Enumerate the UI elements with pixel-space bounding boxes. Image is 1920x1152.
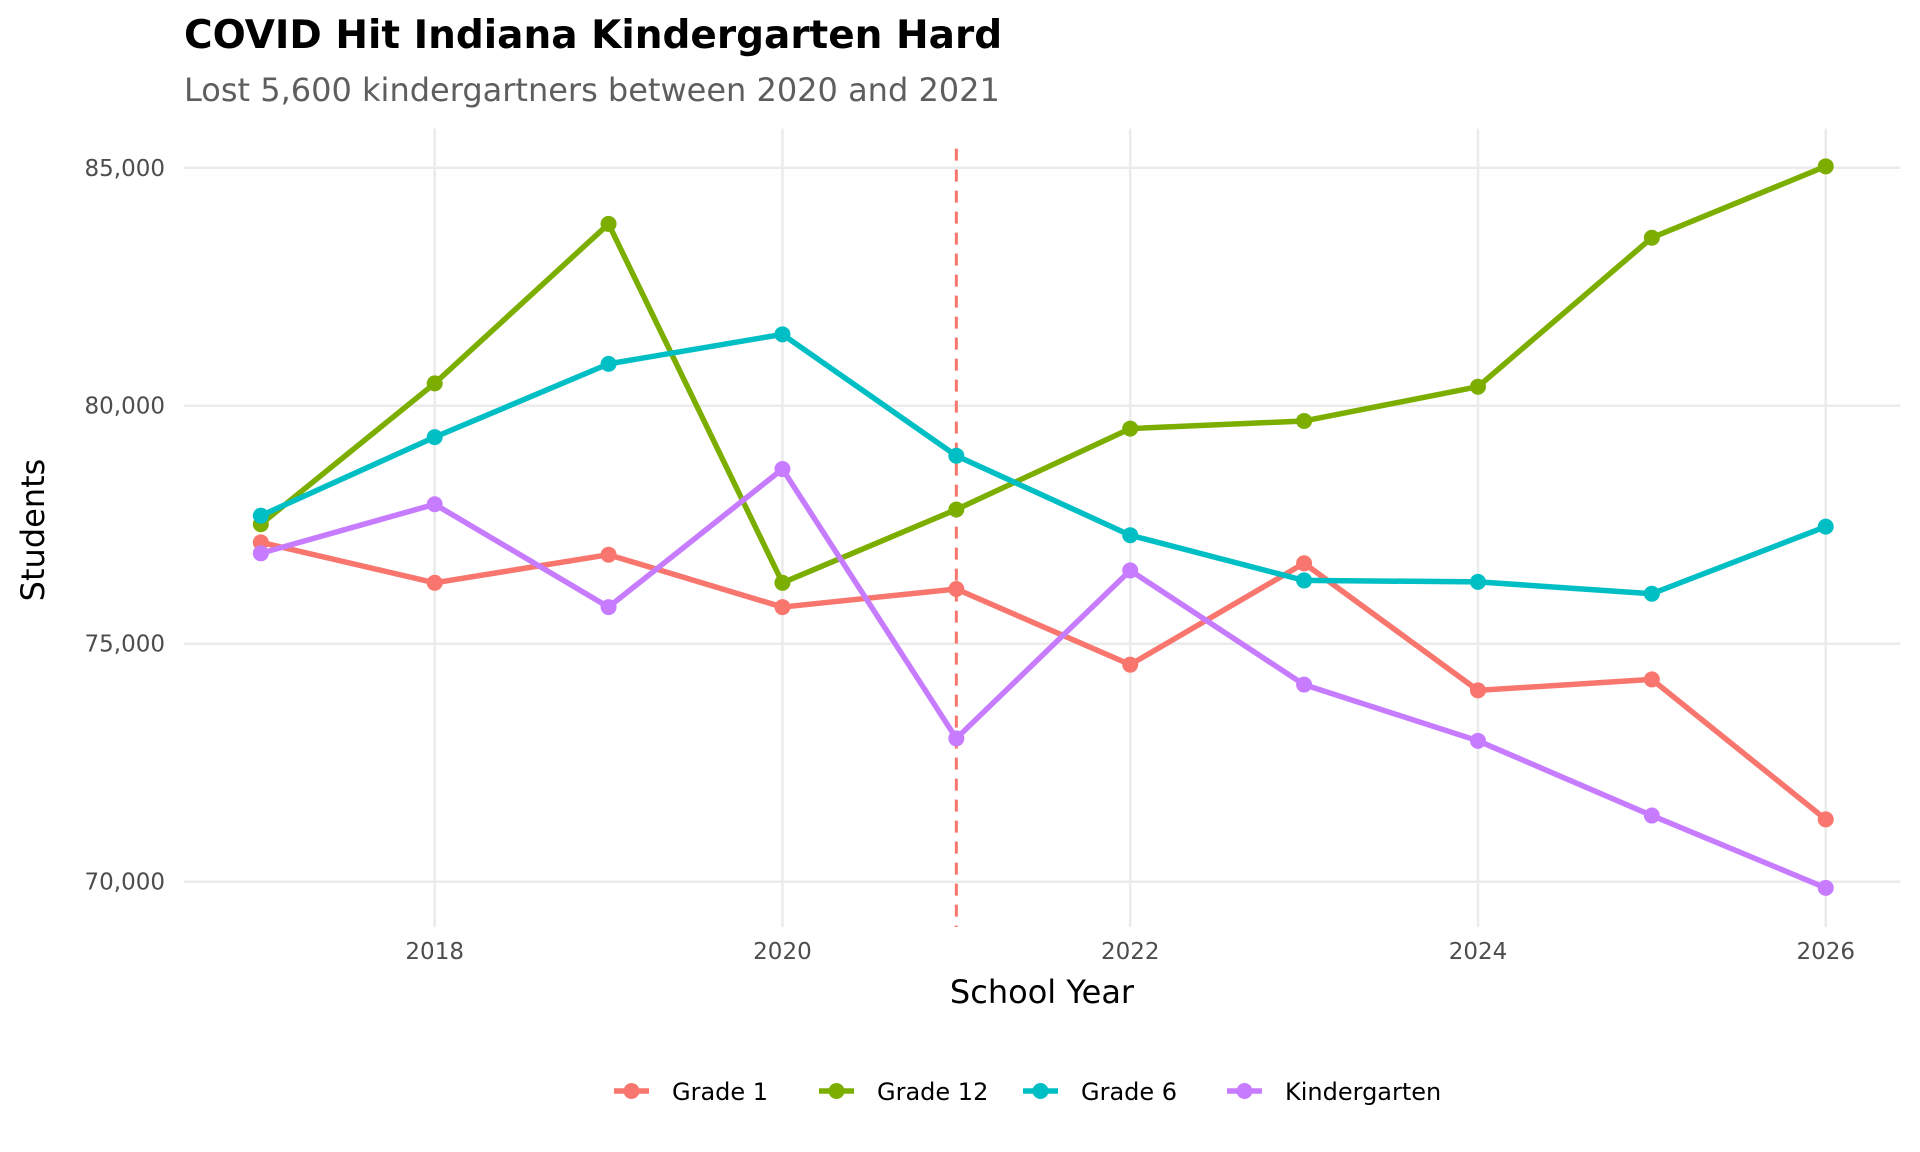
series-kindergarten	[252, 461, 1834, 896]
data-point	[426, 574, 443, 591]
data-point	[1469, 682, 1486, 699]
data-point	[252, 545, 269, 562]
data-point	[774, 461, 791, 478]
data-point	[774, 599, 791, 616]
data-point	[1817, 879, 1834, 896]
x-tick-label: 2026	[1796, 939, 1855, 965]
data-point	[948, 730, 965, 747]
legend-item: Grade 12	[819, 1078, 988, 1106]
data-point	[1469, 378, 1486, 395]
y-axis-label: Students	[14, 459, 52, 602]
legend-key-point	[828, 1083, 845, 1099]
y-tick-label: 70,000	[85, 870, 165, 896]
chart-title: COVID Hit Indiana Kindergarten Hard	[184, 13, 1002, 58]
chart-subtitle: Lost 5,600 kindergartners between 2020 a…	[184, 71, 1000, 109]
series-grade-1	[252, 534, 1834, 828]
data-point	[600, 599, 617, 616]
data-point	[1817, 811, 1834, 828]
ticks: 70,000 75,000 80,000 85,000 2018 2020 2022 2024…	[85, 156, 1855, 965]
x-tick-label: 2020	[753, 939, 812, 965]
legend-key-point	[1236, 1083, 1253, 1099]
data-point	[948, 501, 965, 518]
x-tick-label: 2022	[1101, 939, 1160, 965]
legend-key-point	[1032, 1083, 1049, 1099]
data-point	[774, 326, 791, 343]
data-point	[948, 580, 965, 597]
data-point	[948, 447, 965, 464]
legend-key-point	[623, 1083, 640, 1099]
legend-label: Kindergarten	[1285, 1078, 1441, 1106]
legend-item: Grade 6	[1023, 1078, 1177, 1106]
legend-label: Grade 12	[877, 1078, 988, 1106]
series-group	[252, 158, 1834, 896]
series-line	[259, 163, 1827, 586]
data-point	[1122, 656, 1139, 673]
data-point	[1643, 229, 1660, 246]
data-point	[1643, 807, 1660, 824]
legend-label: Grade 1	[672, 1078, 768, 1106]
data-point	[426, 375, 443, 392]
x-axis-label: School Year	[950, 973, 1135, 1011]
series-line	[260, 539, 1828, 822]
data-point	[774, 574, 791, 591]
data-point	[252, 534, 269, 551]
series-grade-6	[252, 326, 1834, 602]
data-point	[1122, 562, 1139, 579]
legend-item: Grade 1	[614, 1078, 768, 1106]
data-point	[1643, 671, 1660, 688]
data-point	[1296, 555, 1313, 572]
data-point	[1643, 585, 1660, 602]
legend-item: Kindergarten	[1227, 1078, 1441, 1106]
data-point	[1296, 676, 1313, 693]
data-point	[1817, 518, 1834, 535]
data-point	[600, 215, 617, 232]
legend: Grade 1 Grade 12 Grade 6 Kindergarten	[614, 1078, 1441, 1106]
y-tick-label: 80,000	[85, 394, 165, 420]
data-point	[252, 507, 269, 524]
data-point	[1296, 412, 1313, 429]
data-point	[1469, 732, 1486, 749]
data-point	[1122, 420, 1139, 437]
series-grade-12	[252, 158, 1834, 591]
x-tick-label: 2024	[1449, 939, 1508, 965]
data-point	[1122, 527, 1139, 544]
data-point	[1817, 158, 1834, 175]
data-point	[426, 496, 443, 513]
y-tick-label: 85,000	[85, 156, 165, 182]
data-point	[1296, 572, 1313, 589]
series-line	[260, 466, 1827, 891]
series-line	[259, 331, 1827, 597]
data-point	[1469, 573, 1486, 590]
y-tick-label: 75,000	[85, 632, 165, 658]
data-point	[600, 355, 617, 372]
data-point	[600, 546, 617, 563]
legend-label: Grade 6	[1081, 1078, 1177, 1106]
data-point	[426, 429, 443, 446]
x-tick-label: 2018	[405, 939, 464, 965]
